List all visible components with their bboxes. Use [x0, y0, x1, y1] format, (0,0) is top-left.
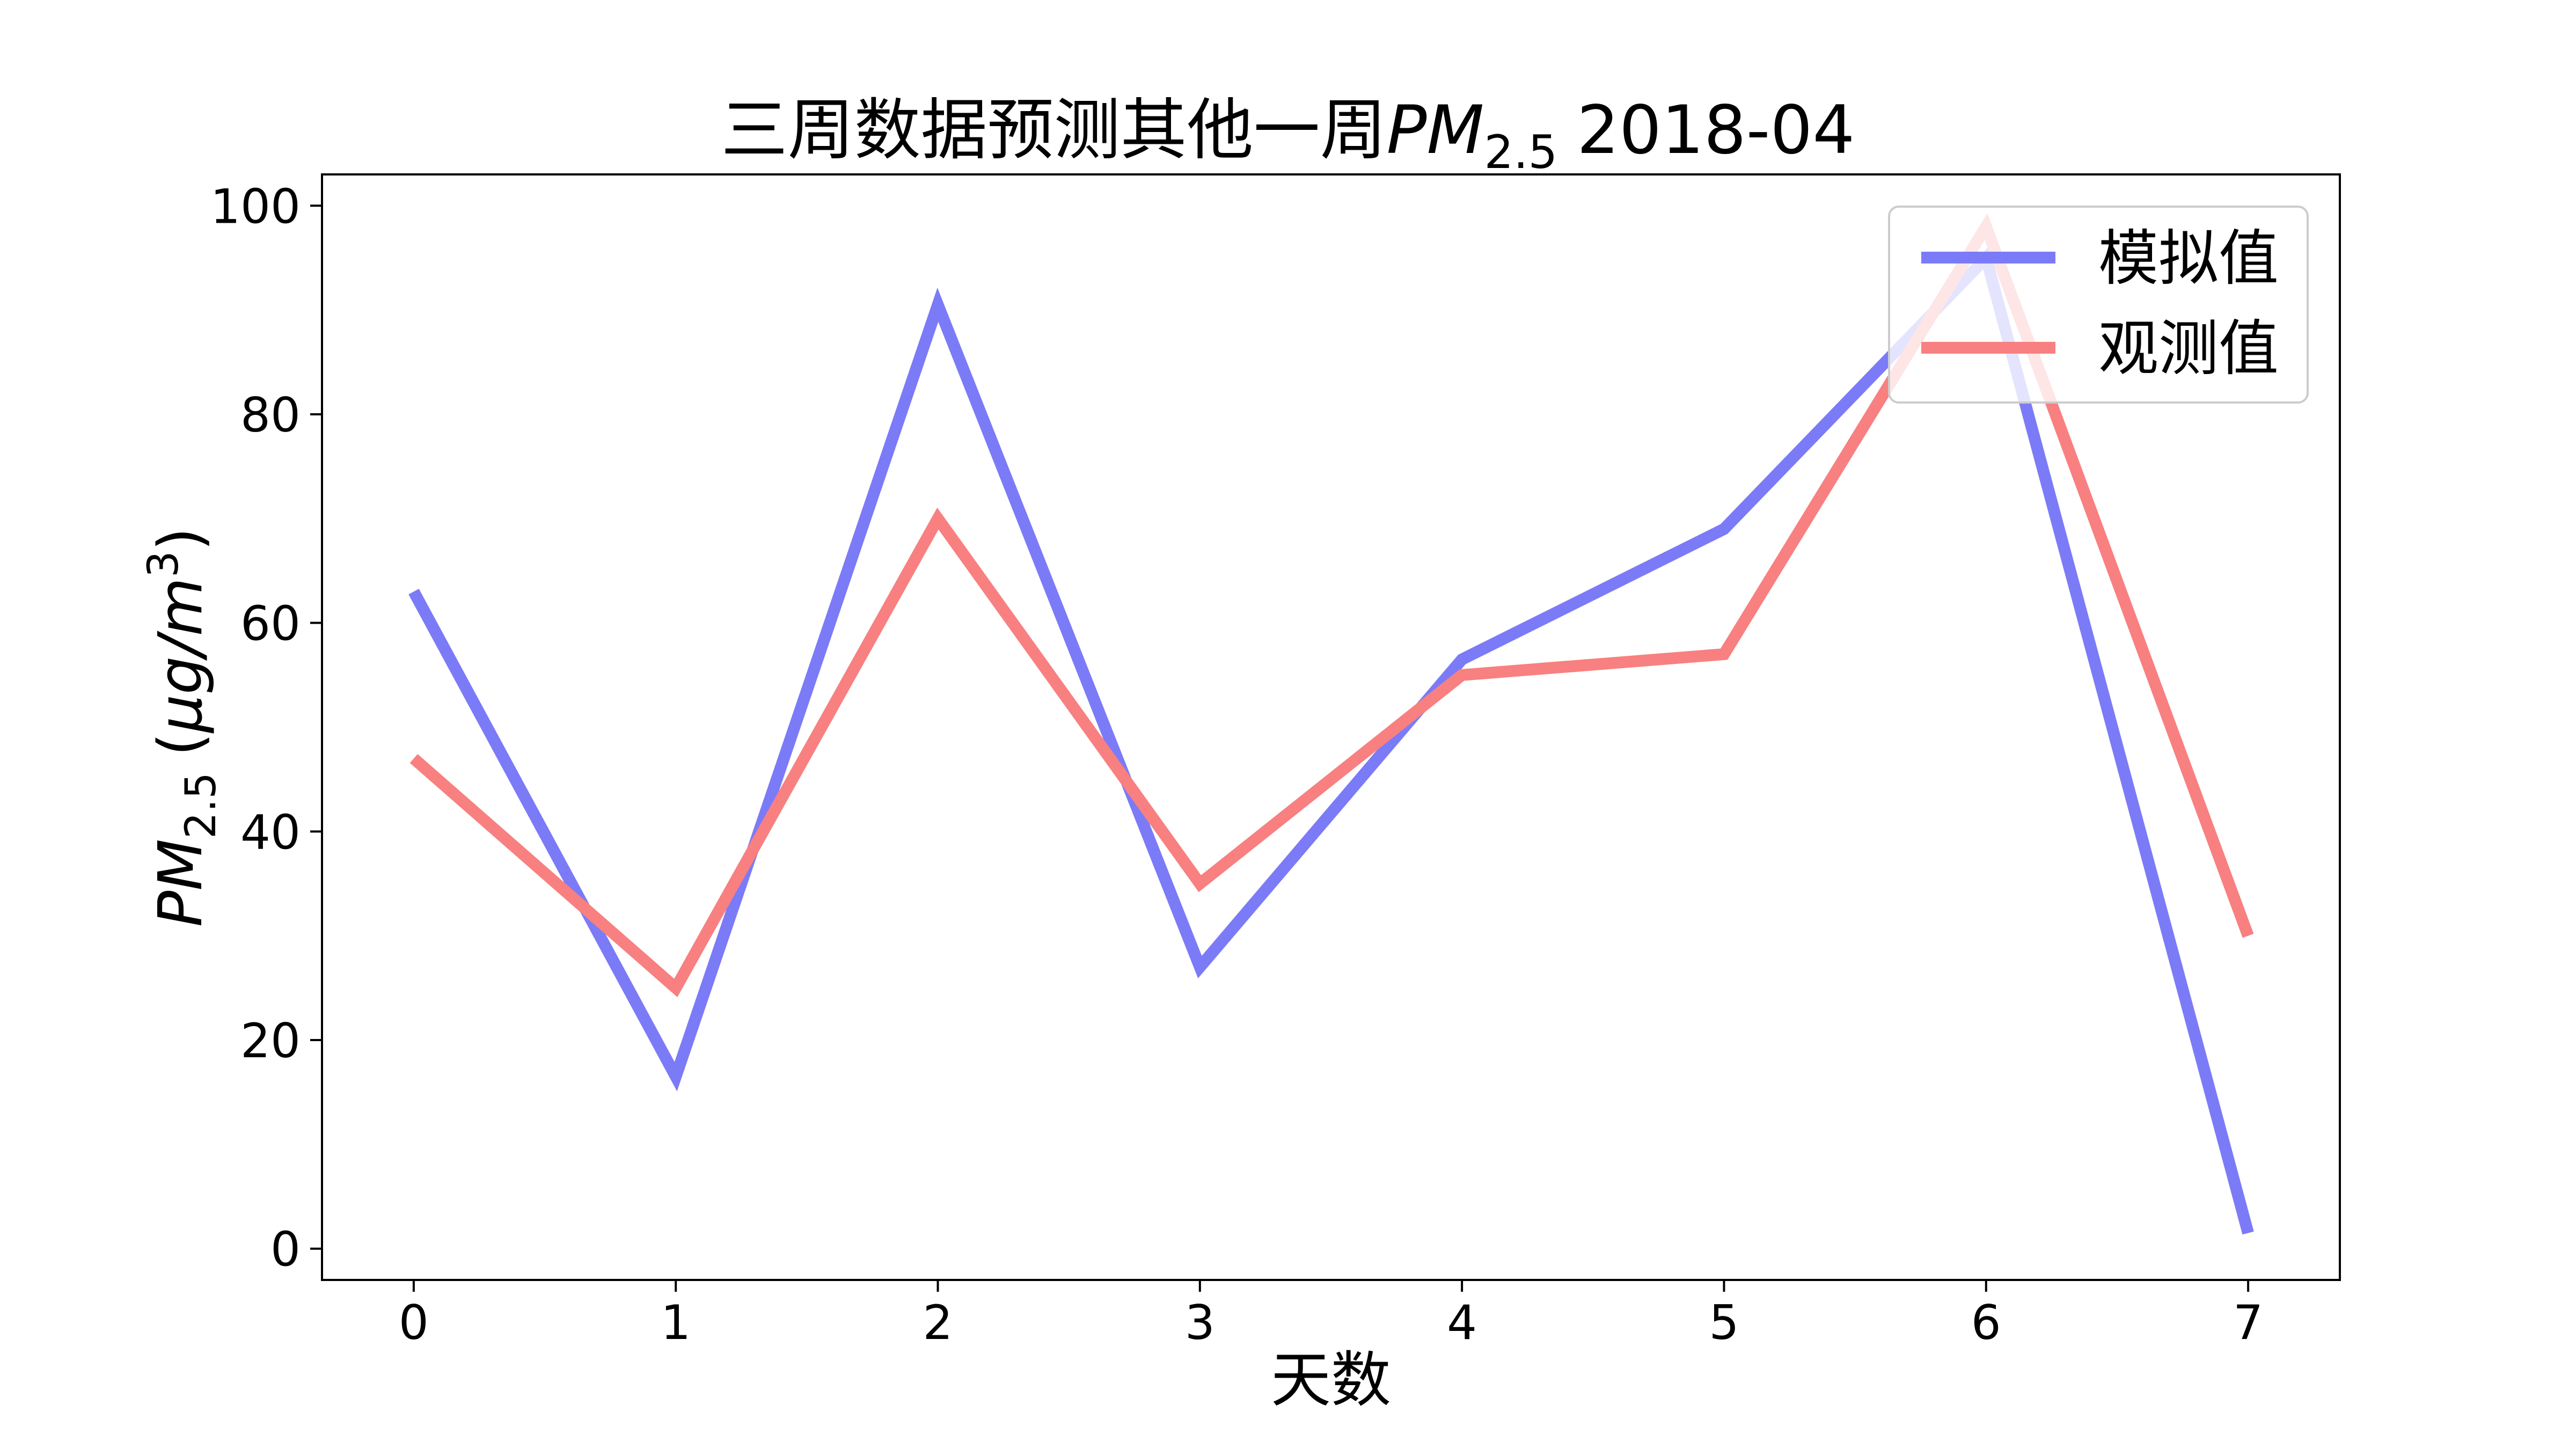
x-tick-label: 3: [1185, 1295, 1215, 1350]
chart-title-pm-subscript: 2.5: [1484, 126, 1557, 179]
y-axis-label-pm-subscript: 2.5: [177, 772, 225, 839]
y-axis: 0 20 40 60 80 100: [210, 179, 322, 1277]
x-axis-label: 天数: [1271, 1345, 1391, 1415]
y-axis-label: PM2.5 (μg/m3): [140, 528, 225, 927]
x-tick-label: 5: [1709, 1295, 1739, 1350]
x-tick-label: 7: [2233, 1295, 2263, 1350]
series-1-point: [1460, 673, 1464, 677]
y-tick-label: 60: [240, 596, 301, 652]
series-0-point: [674, 1074, 678, 1079]
chart-title: 三周数据预测其他一周PM2.5 2018-04: [721, 92, 1855, 179]
series-0-point: [936, 303, 940, 307]
legend-label-1: 观测值: [2098, 314, 2279, 384]
x-tick-label: 0: [399, 1295, 429, 1350]
series-0-point: [2246, 1231, 2250, 1235]
chart-title-prefix: 三周数据预测其他一周: [721, 92, 1387, 169]
series-0-point: [1722, 527, 1726, 531]
y-tick-label: 0: [270, 1222, 301, 1277]
y-axis-label-unit-close: ): [146, 528, 216, 551]
y-axis-label-pm: PM: [146, 839, 216, 927]
plot-frame: [321, 173, 2341, 1281]
series-0-point: [1460, 657, 1464, 662]
x-tick-label: 6: [1971, 1295, 2001, 1350]
series-1-point: [1198, 882, 1202, 886]
series-1-point: [674, 986, 678, 990]
x-tick-label: 4: [1447, 1295, 1477, 1350]
y-tick-label: 100: [210, 179, 301, 234]
series-1-point: [2246, 934, 2250, 938]
chart-title-date: 2018-04: [1577, 92, 1855, 169]
y-axis-label-unit-open: (: [146, 733, 216, 756]
series-0-point: [412, 589, 416, 594]
x-tick-label: 2: [923, 1295, 953, 1350]
y-tick-label: 40: [240, 804, 301, 860]
series-1-point: [412, 756, 416, 760]
y-tick-label: 20: [240, 1013, 301, 1069]
series-1-point: [936, 516, 940, 521]
series-line-0: [408, 246, 2254, 1235]
y-axis-label-unit: μg/m: [146, 577, 216, 734]
legend-label-0: 模拟值: [2098, 224, 2279, 294]
y-axis-label-unit-superscript: 3: [140, 551, 188, 577]
series-1-point: [1722, 652, 1726, 656]
x-tick-label: 1: [661, 1295, 691, 1350]
x-axis: 0 1 2 3 4 5 6 7: [399, 1280, 2263, 1350]
chart-title-pm: PM: [1387, 92, 1484, 169]
y-tick-label: 80: [240, 387, 301, 443]
series-0-point: [1198, 965, 1202, 969]
